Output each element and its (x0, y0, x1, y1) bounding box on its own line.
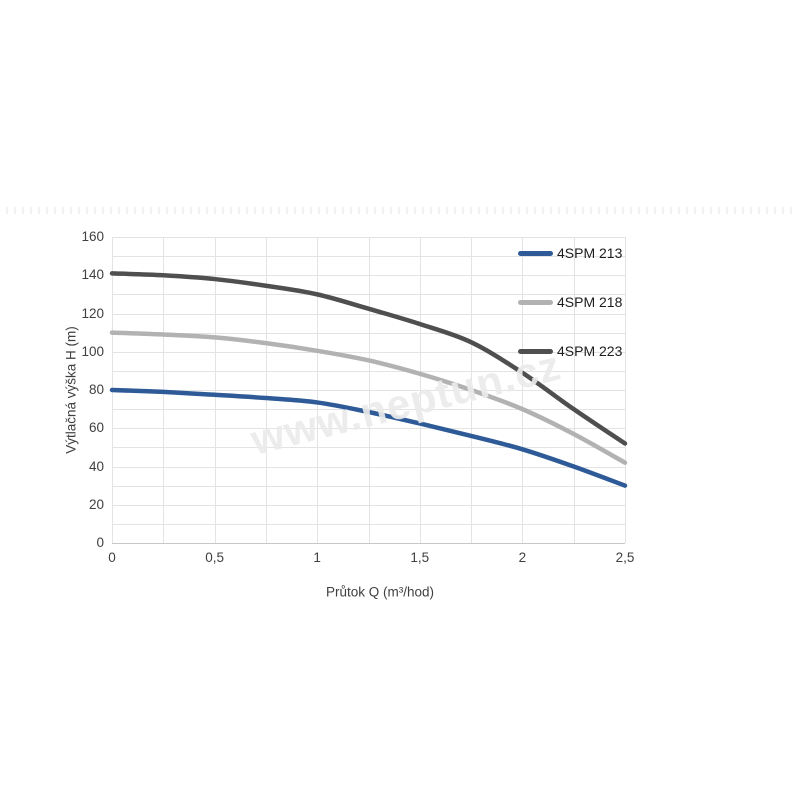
y-tick-label: 20 (88, 496, 104, 512)
curve-4spm-213 (109, 387, 628, 488)
y-tick-label: 160 (81, 229, 104, 244)
y-tick-label: 120 (81, 305, 104, 321)
x-tick-label: 0,5 (205, 550, 224, 565)
legend-line-swatch (518, 348, 553, 354)
y-tick-label: 40 (88, 458, 104, 474)
x-tick-label: 1,5 (410, 550, 430, 565)
legend-item: 4SPM 218 (518, 294, 622, 310)
x-tick-label: 0 (108, 550, 116, 565)
y-tick-label: 60 (88, 420, 104, 436)
y-tick-label: 80 (88, 382, 104, 397)
x-tick-label: 2 (518, 550, 527, 565)
x-axis-title: Průtok Q (m³/hod) (325, 584, 435, 600)
legend-line-swatch (518, 299, 553, 305)
curve-4spm-223 (109, 271, 628, 446)
x-tick-label: 1 (313, 550, 321, 565)
plot-area: www.neptun.cz 4SPM 213 4SPM 218 4SPM 223 (109, 237, 628, 544)
legend-line-swatch (518, 250, 553, 256)
y-tick-label: 140 (81, 267, 104, 283)
y-axis-title: Výtlačná výška H (m) (63, 326, 79, 454)
decorative-dashed-strip (6, 207, 794, 214)
legend-item: 4SPM 223 (518, 343, 622, 359)
y-tick-label: 0 (96, 535, 104, 550)
pump-curves (109, 271, 628, 488)
legend-item: 4SPM 213 (518, 245, 622, 261)
curve-4spm-218 (109, 330, 628, 465)
legend-label: 4SPM 223 (557, 343, 623, 359)
legend-label: 4SPM 213 (557, 245, 623, 261)
legend-label: 4SPM 218 (557, 294, 623, 310)
y-tick-label: 100 (81, 343, 104, 359)
x-tick-label: 2,5 (615, 550, 635, 565)
